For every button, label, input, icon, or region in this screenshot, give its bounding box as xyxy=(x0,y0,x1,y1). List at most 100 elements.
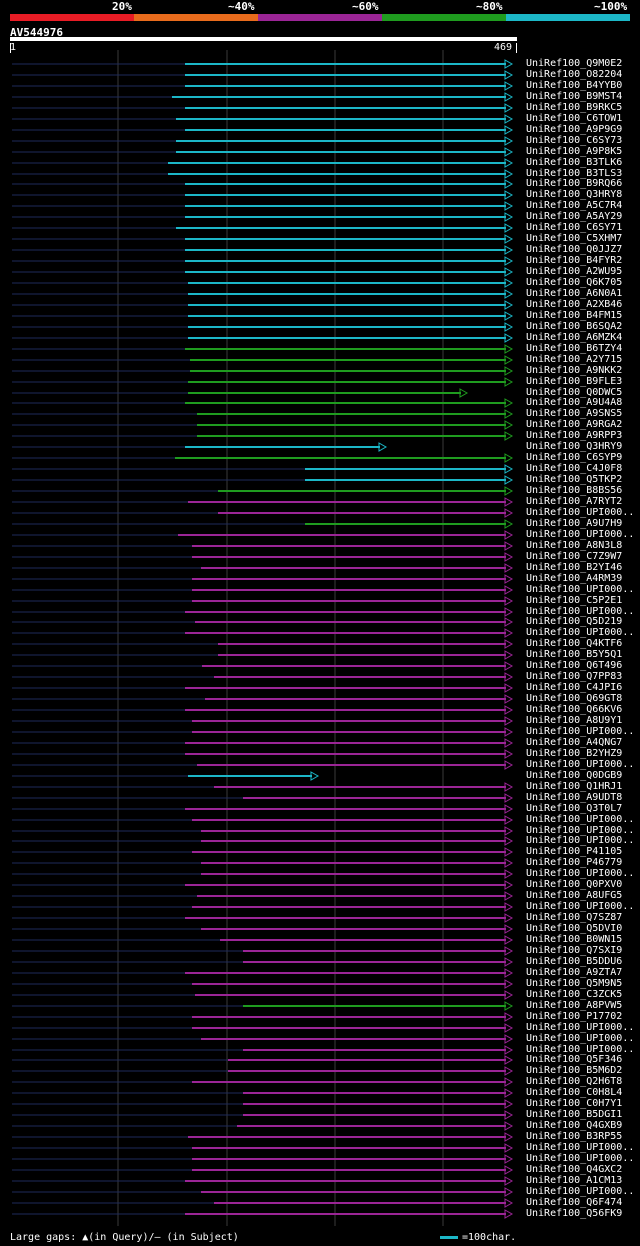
hit-label[interactable]: UniRef100_A9U7H9 xyxy=(526,518,623,529)
hit-label[interactable]: UniRef100_A2Y715 xyxy=(526,354,623,365)
hit-label[interactable]: UniRef100_A9SNS5 xyxy=(526,408,623,419)
hit-label[interactable]: UniRef100_C6SY71 xyxy=(526,222,623,233)
hit-label[interactable]: UniRef100_B9RQ66 xyxy=(526,178,623,189)
hit-label[interactable]: UniRef100_P17702 xyxy=(526,1011,623,1022)
hit-label[interactable]: UniRef100_Q6T496 xyxy=(526,660,623,671)
hit-label[interactable]: UniRef100_A9UDT8 xyxy=(526,792,623,803)
hit-label[interactable]: UniRef100_A1CM13 xyxy=(526,1175,623,1186)
hit-label[interactable]: UniRef100_UPI000.. xyxy=(526,606,635,617)
hit-label[interactable]: UniRef100_A9RPP3 xyxy=(526,430,623,441)
hit-label[interactable]: UniRef100_Q0PXV0 xyxy=(526,879,623,890)
hit-label[interactable]: UniRef100_C0H7Y1 xyxy=(526,1098,623,1109)
hit-label[interactable]: UniRef100_UPI000.. xyxy=(526,507,635,518)
hit-label[interactable]: UniRef100_B9RKC5 xyxy=(526,102,623,113)
hit-label[interactable]: UniRef100_UPI000.. xyxy=(526,726,635,737)
hit-label[interactable]: UniRef100_B4FYR2 xyxy=(526,255,623,266)
hit-label[interactable]: UniRef100_A9NKK2 xyxy=(526,365,623,376)
hit-label[interactable]: UniRef100_A6MZK4 xyxy=(526,332,623,343)
hit-label[interactable]: UniRef100_A6N0A1 xyxy=(526,288,623,299)
hit-label[interactable]: UniRef100_B6TZY4 xyxy=(526,343,623,354)
hit-label[interactable]: UniRef100_C5P2E1 xyxy=(526,595,623,606)
hit-label[interactable]: UniRef100_Q2H6T8 xyxy=(526,1076,623,1087)
hit-label[interactable]: UniRef100_A5C7R4 xyxy=(526,200,623,211)
hit-label[interactable]: UniRef100_A8U9Y1 xyxy=(526,715,623,726)
hit-label[interactable]: UniRef100_UPI000.. xyxy=(526,1186,635,1197)
hit-label[interactable]: UniRef100_B2YI46 xyxy=(526,562,623,573)
hit-label[interactable]: UniRef100_B3TLK6 xyxy=(526,157,623,168)
hit-label[interactable]: UniRef100_A8UFG5 xyxy=(526,890,623,901)
hit-label[interactable]: UniRef100_B4FM15 xyxy=(526,310,623,321)
hit-label[interactable]: UniRef100_P46779 xyxy=(526,857,623,868)
hit-label[interactable]: UniRef100_UPI000.. xyxy=(526,835,635,846)
hit-label[interactable]: UniRef100_UPI000.. xyxy=(526,529,635,540)
hit-label[interactable]: UniRef100_Q3HRY8 xyxy=(526,189,623,200)
hit-label[interactable]: UniRef100_B5M6D2 xyxy=(526,1065,623,1076)
hit-label[interactable]: UniRef100_B5DGI1 xyxy=(526,1109,623,1120)
hit-label[interactable]: UniRef100_B8BS56 xyxy=(526,485,623,496)
hit-label[interactable]: UniRef100_B4YYB0 xyxy=(526,80,623,91)
hit-label[interactable]: UniRef100_Q4KTF6 xyxy=(526,638,623,649)
hit-label[interactable]: UniRef100_UPI000.. xyxy=(526,1022,635,1033)
hit-label[interactable]: UniRef100_UPI000.. xyxy=(526,1033,635,1044)
hit-label[interactable]: UniRef100_UPI000.. xyxy=(526,1153,635,1164)
hit-label[interactable]: UniRef100_B6SQA2 xyxy=(526,321,623,332)
hit-label[interactable]: UniRef100_Q3T0L7 xyxy=(526,803,623,814)
hit-label[interactable]: UniRef100_A2XB46 xyxy=(526,299,623,310)
hit-label[interactable]: UniRef100_A7RYT2 xyxy=(526,496,623,507)
hit-label[interactable]: UniRef100_Q66KV6 xyxy=(526,704,623,715)
hit-label[interactable]: UniRef100_UPI000.. xyxy=(526,759,635,770)
hit-label[interactable]: UniRef100_UPI000.. xyxy=(526,584,635,595)
hit-label[interactable]: UniRef100_UPI000.. xyxy=(526,868,635,879)
hit-label[interactable]: UniRef100_UPI000.. xyxy=(526,627,635,638)
hit-label[interactable]: UniRef100_A8PVW5 xyxy=(526,1000,623,1011)
hit-label[interactable]: UniRef100_Q0DWC5 xyxy=(526,387,623,398)
hit-label[interactable]: UniRef100_C0H8L4 xyxy=(526,1087,623,1098)
hit-label[interactable]: UniRef100_A4RM39 xyxy=(526,573,623,584)
hit-label[interactable]: UniRef100_C6SY73 xyxy=(526,135,623,146)
hit-label[interactable]: UniRef100_C7Z9W7 xyxy=(526,551,623,562)
hit-label[interactable]: UniRef100_B9MST4 xyxy=(526,91,623,102)
hit-label[interactable]: UniRef100_Q7SZ87 xyxy=(526,912,623,923)
hit-label[interactable]: UniRef100_Q4GXC2 xyxy=(526,1164,623,1175)
hit-label[interactable]: UniRef100_B2YHZ9 xyxy=(526,748,623,759)
hit-label[interactable]: UniRef100_A9P8K5 xyxy=(526,146,623,157)
hit-label[interactable]: UniRef100_P41105 xyxy=(526,846,623,857)
hit-label[interactable]: UniRef100_Q5M9N5 xyxy=(526,978,623,989)
hit-label[interactable]: UniRef100_B9FLE3 xyxy=(526,376,623,387)
hit-label[interactable]: UniRef100_Q69GT8 xyxy=(526,693,623,704)
hit-label[interactable]: UniRef100_Q4GXB9 xyxy=(526,1120,623,1131)
hit-label[interactable]: UniRef100_UPI000.. xyxy=(526,814,635,825)
hit-label[interactable]: UniRef100_A2WU95 xyxy=(526,266,623,277)
hit-label[interactable]: UniRef100_C4J0F8 xyxy=(526,463,623,474)
hit-label[interactable]: UniRef100_Q6F474 xyxy=(526,1197,623,1208)
hit-label[interactable]: UniRef100_C4JPI6 xyxy=(526,682,623,693)
hit-label[interactable]: UniRef100_B0WN15 xyxy=(526,934,623,945)
hit-label[interactable]: UniRef100_Q5TKP2 xyxy=(526,474,623,485)
hit-label[interactable]: UniRef100_A8N3L8 xyxy=(526,540,623,551)
hit-label[interactable]: UniRef100_C6TOW1 xyxy=(526,113,623,124)
hit-label[interactable]: UniRef100_UPI000.. xyxy=(526,1044,635,1055)
hit-label[interactable]: UniRef100_UPI000.. xyxy=(526,825,635,836)
hit-label[interactable]: UniRef100_Q9M0E2 xyxy=(526,58,623,69)
hit-label[interactable]: UniRef100_Q1HRJ1 xyxy=(526,781,623,792)
hit-label[interactable]: UniRef100_A9ZTA7 xyxy=(526,967,623,978)
hit-label[interactable]: UniRef100_O82204 xyxy=(526,69,623,80)
hit-label[interactable]: UniRef100_Q5F346 xyxy=(526,1054,623,1065)
hit-label[interactable]: UniRef100_Q7PP83 xyxy=(526,671,623,682)
hit-label[interactable]: UniRef100_Q0JJZ7 xyxy=(526,244,623,255)
hit-label[interactable]: UniRef100_A9U4A8 xyxy=(526,397,623,408)
hit-label[interactable]: UniRef100_A9P9G9 xyxy=(526,124,623,135)
hit-label[interactable]: UniRef100_Q56FK9 xyxy=(526,1208,623,1219)
hit-label[interactable]: UniRef100_Q3HRY9 xyxy=(526,441,623,452)
hit-label[interactable]: UniRef100_Q5D219 xyxy=(526,616,623,627)
hit-label[interactable]: UniRef100_A4QNG7 xyxy=(526,737,623,748)
hit-label[interactable]: UniRef100_B5DDU6 xyxy=(526,956,623,967)
hit-label[interactable]: UniRef100_Q5DVI0 xyxy=(526,923,623,934)
hit-label[interactable]: UniRef100_B5Y5Q1 xyxy=(526,649,623,660)
hit-label[interactable]: UniRef100_A9RGA2 xyxy=(526,419,623,430)
hit-label[interactable]: UniRef100_UPI000.. xyxy=(526,1142,635,1153)
hit-label[interactable]: UniRef100_C6SYP9 xyxy=(526,452,623,463)
hit-label[interactable]: UniRef100_Q0DGB9 xyxy=(526,770,623,781)
hit-label[interactable]: UniRef100_A5AY29 xyxy=(526,211,623,222)
hit-label[interactable]: UniRef100_Q7SXI9 xyxy=(526,945,623,956)
